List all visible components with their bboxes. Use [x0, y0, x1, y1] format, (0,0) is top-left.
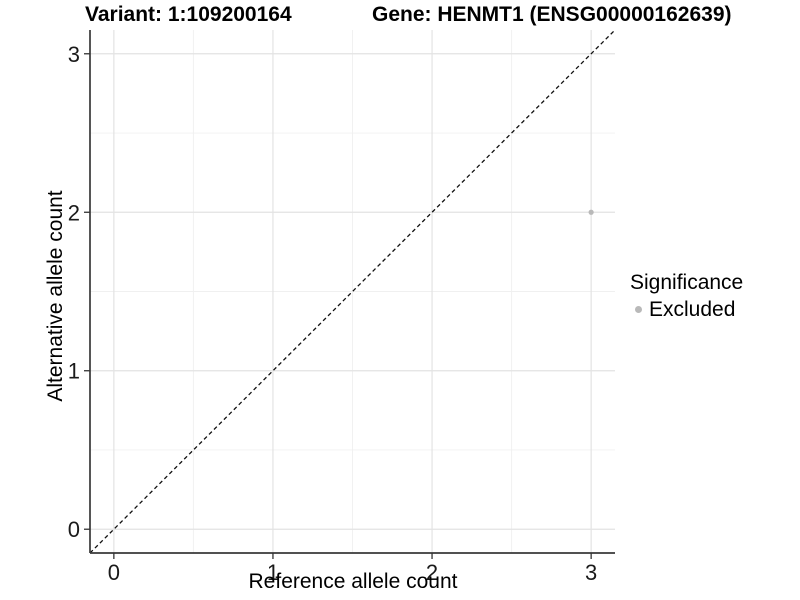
legend-point-icon — [635, 306, 642, 313]
legend-title: Significance — [630, 271, 744, 294]
x-tick-label: 1 — [267, 560, 279, 585]
x-tick-label: 2 — [426, 560, 438, 585]
legend: Significance Excluded — [630, 270, 743, 321]
y-tick-label: 0 — [68, 517, 80, 542]
y-tick-label: 3 — [68, 42, 80, 67]
legend-item-label: Excluded — [649, 298, 736, 321]
plot-panel: 0 1 2 3 0 1 2 3 — [68, 29, 616, 585]
x-tick-label: 0 — [108, 560, 120, 585]
y-tick-label: 1 — [68, 359, 80, 384]
x-tick-label: 3 — [585, 560, 597, 585]
plot-title-gene: Gene: HENMT1 (ENSG00000162639) — [372, 3, 732, 26]
legend-item-excluded: Excluded — [630, 298, 743, 321]
y-axis-title: Alternative allele count — [44, 190, 67, 402]
y-tick-label: 2 — [68, 200, 80, 225]
chart-canvas: 0 1 2 3 0 1 2 3 — [68, 29, 616, 585]
plot-title-variant: Variant: 1:109200164 — [85, 3, 292, 26]
identity-reference-line — [89, 29, 616, 554]
data-point — [588, 209, 594, 215]
x-axis-title: Reference allele count — [248, 570, 458, 593]
